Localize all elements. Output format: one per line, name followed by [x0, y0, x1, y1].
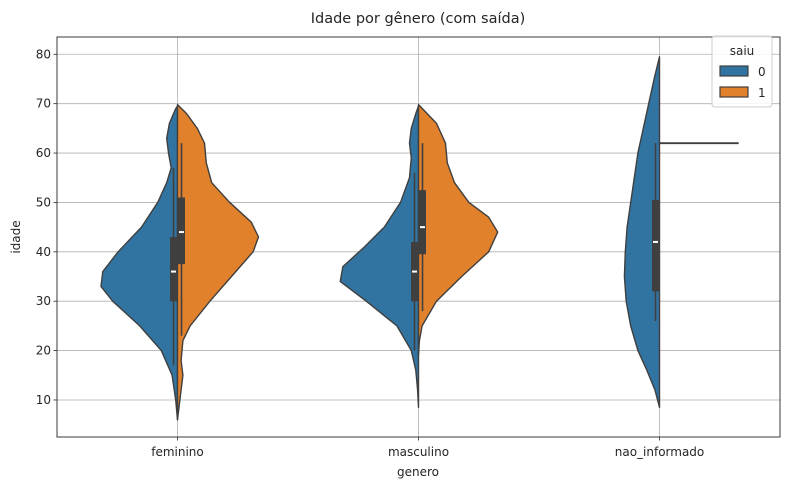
- violin-masculino-saiu-0: [339, 105, 420, 409]
- y-axis-ticks: 10 20 30 40 50 60 70 80: [36, 47, 57, 407]
- violin-masculino-saiu-1: [417, 103, 499, 357]
- legend-entries: 01: [719, 65, 766, 100]
- x-tick-label: masculino: [388, 445, 449, 459]
- y-tick-label: 30: [36, 294, 51, 308]
- x-tick-label: feminino: [151, 445, 204, 459]
- violin-nao_informado-saiu-0: [623, 56, 661, 409]
- legend-label-0: 0: [758, 65, 766, 79]
- y-tick-label: 20: [36, 344, 51, 358]
- y-tick-label: 80: [36, 47, 51, 61]
- y-tick-label: 10: [36, 393, 51, 407]
- y-tick-label: 50: [36, 195, 51, 209]
- x-tick-label: nao_informado: [615, 445, 705, 459]
- legend-swatch-0: [719, 65, 749, 77]
- violin-feminino-saiu-0: [100, 105, 179, 421]
- y-tick-label: 70: [36, 97, 51, 111]
- chart-title: Idade por gênero (com saída): [311, 11, 526, 27]
- violin-feminino-saiu-1: [176, 103, 260, 421]
- y-axis-label: idade: [9, 220, 23, 253]
- legend: saiu 01: [711, 35, 773, 108]
- legend-title: saiu: [730, 44, 755, 58]
- legend-swatch-1: [719, 86, 749, 98]
- y-tick-label: 40: [36, 245, 51, 259]
- violins: [100, 56, 739, 421]
- y-tick-label: 60: [36, 146, 51, 160]
- x-axis-ticks: feminino masculino nao_informado: [151, 437, 704, 459]
- inner-boxes: [170, 143, 659, 366]
- x-axis-label: genero: [397, 465, 439, 479]
- legend-label-1: 1: [758, 86, 766, 100]
